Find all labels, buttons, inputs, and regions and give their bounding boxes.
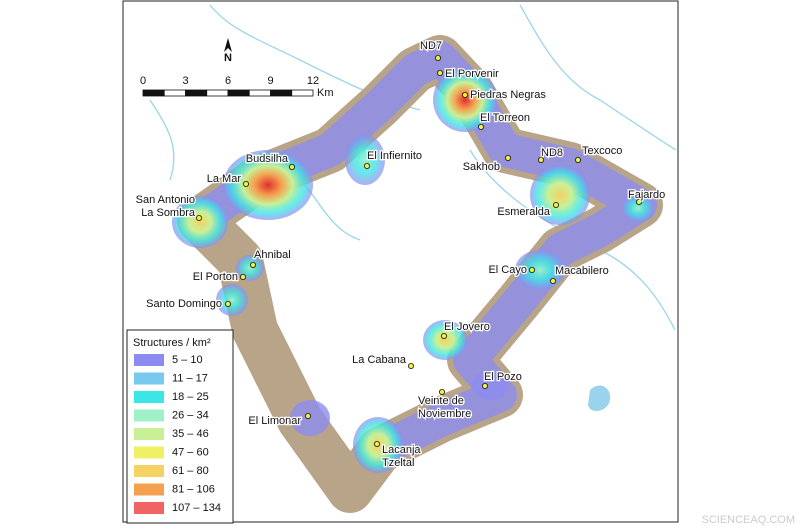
- scale-segment: [227, 89, 250, 97]
- place-marker: [481, 382, 488, 389]
- place-marker: [553, 201, 560, 208]
- place-label: El Torreon: [480, 112, 530, 124]
- place-label: El Cayo: [488, 264, 527, 276]
- place-label: Macabilero: [555, 265, 609, 277]
- legend: Structures / km² 5 – 10 11 – 17 18 – 25 26 …: [126, 329, 234, 524]
- watermark: SCIENCEAQ.COM: [701, 514, 795, 526]
- place-label: El Infiernito: [367, 150, 422, 162]
- legend-label: 61 – 80: [172, 465, 209, 477]
- legend-swatch: [134, 372, 164, 385]
- scale-segment: [163, 89, 186, 97]
- legend-swatch: [134, 428, 164, 440]
- legend-label: 18 – 25: [172, 391, 209, 403]
- place-marker: [529, 266, 536, 273]
- place-marker: [550, 277, 557, 284]
- scale-segment: [291, 89, 314, 97]
- place-label: La Sombra: [141, 207, 196, 219]
- place-marker: [636, 198, 643, 205]
- place-label: San Antonio: [136, 194, 195, 206]
- legend-label: 47 – 60: [172, 446, 209, 458]
- scale-label: 6: [225, 75, 231, 87]
- legend-label: 35 – 46: [172, 428, 209, 440]
- place-label: Noviembre: [418, 408, 471, 420]
- place-label: El Porton: [193, 271, 238, 283]
- place-label: El Pozo: [484, 371, 522, 383]
- place-label: El Limonar: [248, 415, 301, 427]
- place-marker: [436, 70, 443, 77]
- place-marker: [575, 156, 582, 163]
- place-marker: [434, 55, 441, 62]
- place-label: Santo Domingo: [146, 298, 222, 310]
- place-label: Ahnibal: [254, 249, 291, 261]
- scale-label: 3: [182, 75, 188, 87]
- place-marker: [224, 300, 231, 307]
- scale-label: 9: [267, 75, 273, 87]
- north-arrow: N: [224, 38, 232, 64]
- place-marker: [239, 273, 246, 280]
- legend-label: 5 – 10: [172, 354, 203, 366]
- place-label: El Jovero: [444, 321, 490, 333]
- legend-swatch: [134, 483, 164, 496]
- legend-swatch: [134, 446, 164, 459]
- legend-title: Structures / km²: [133, 337, 211, 349]
- place-marker: [461, 92, 468, 99]
- place-marker: [288, 163, 295, 170]
- place-marker: [504, 154, 511, 161]
- legend-label: 11 – 17: [172, 372, 208, 384]
- place-label: ND7: [420, 40, 442, 52]
- places: ND7 El Porvenir Piedras Negras El Torreon Sa…: [134, 39, 666, 471]
- scale-label: 0: [140, 75, 146, 87]
- legend-swatch: [134, 391, 164, 403]
- place-marker: [242, 180, 249, 187]
- legend-swatch: [134, 502, 164, 514]
- place-marker: [304, 412, 311, 419]
- place-marker: [538, 156, 545, 163]
- place-label: Budsilha: [246, 153, 289, 165]
- place-marker: [440, 332, 447, 339]
- scale-label: 12: [307, 75, 319, 87]
- place-marker: [249, 261, 256, 268]
- place-label: Fajardo: [628, 189, 665, 201]
- scale-segment: [206, 89, 229, 97]
- place-marker: [363, 162, 370, 169]
- place-label: ND8: [541, 147, 563, 159]
- place-marker: [477, 124, 484, 131]
- place-label: La Mar: [207, 173, 242, 185]
- place-marker: [438, 388, 445, 395]
- legend-label: 26 – 34: [172, 409, 209, 421]
- scale-segment: [270, 89, 293, 97]
- place-label: Texcoco: [582, 145, 622, 157]
- density-low: [190, 41, 657, 466]
- legend-swatch: [134, 354, 164, 366]
- scale-unit: Km: [317, 87, 334, 99]
- legend-label: 81 – 106: [172, 483, 215, 495]
- place-label: El Porvenir: [445, 68, 499, 80]
- place-label: Veinte de: [418, 395, 464, 407]
- lake: [588, 385, 611, 412]
- legend-swatch: [134, 465, 164, 477]
- place-label: Esmeralda: [497, 206, 550, 218]
- place-label: Lacanja: [382, 444, 421, 456]
- place-marker: [373, 440, 380, 447]
- scale-segment: [248, 89, 271, 97]
- place-label: Piedras Negras: [470, 89, 546, 101]
- scale-segment: [185, 89, 208, 97]
- legend-swatch: [134, 409, 164, 422]
- place-label: Sakhob: [463, 161, 500, 173]
- place-label: La Cabana: [352, 354, 407, 366]
- scale-segment: [142, 89, 165, 97]
- north-label: N: [224, 52, 232, 64]
- place-marker: [407, 362, 414, 369]
- place-label: Tzeltal: [382, 457, 414, 469]
- legend-label: 107 – 134: [172, 502, 221, 514]
- place-marker: [195, 214, 202, 221]
